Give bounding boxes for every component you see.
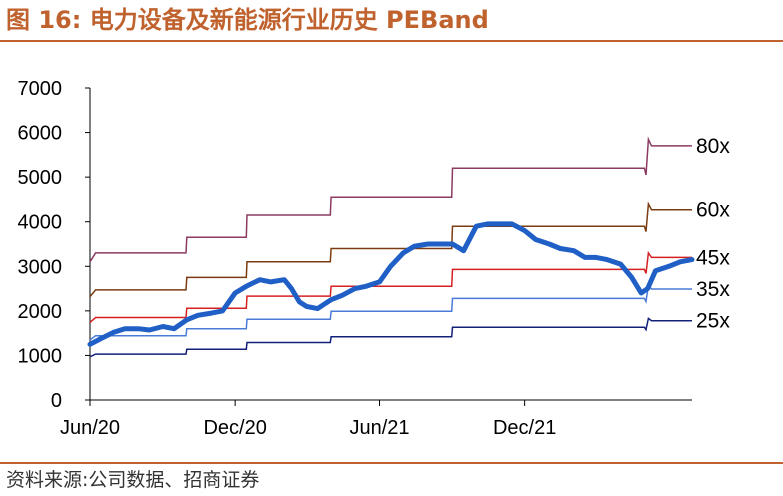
tick-labels: 0 1000 2000 3000 4000 5000 6000 7000 Jun/20 Dec/2… [18,78,731,439]
band-label-80x: 80x [696,135,730,158]
figure-title: 图 16: 电力设备及新能源行业历史 PEBand [6,6,489,34]
band-label-25x: 25x [696,310,730,333]
y-tick-label: 0 [51,390,62,412]
chart-axes [85,87,692,406]
x-tick-label: Jun/21 [349,417,409,439]
source-note: 资料来源:公司数据、招商证券 [6,469,260,491]
band-line-60x [89,201,692,298]
y-tick-label: 1000 [18,345,63,367]
band-line-80x [89,136,692,263]
y-tick-label: 3000 [18,256,63,278]
x-tick-label: Dec/21 [493,417,556,439]
title-rule [0,40,783,42]
x-tick-label: Jun/20 [60,417,120,439]
y-tick-label: 6000 [18,123,63,145]
source-rule [0,462,783,464]
band-label-35x: 35x [696,278,730,301]
y-tick-label: 5000 [18,167,63,189]
index-series-line [87,221,695,347]
band-label-45x: 45x [696,246,730,269]
band-label-60x: 60x [696,199,730,222]
pe-band-lines [89,136,692,358]
band-line-45x [89,250,692,323]
y-tick-label: 2000 [18,301,63,323]
y-tick-label: 4000 [18,212,63,234]
band-line-25x [89,317,692,358]
y-tick-label: 7000 [18,78,63,100]
band-line-35x [89,283,692,341]
index-line [87,221,695,347]
x-tick-label: Dec/20 [203,417,266,439]
